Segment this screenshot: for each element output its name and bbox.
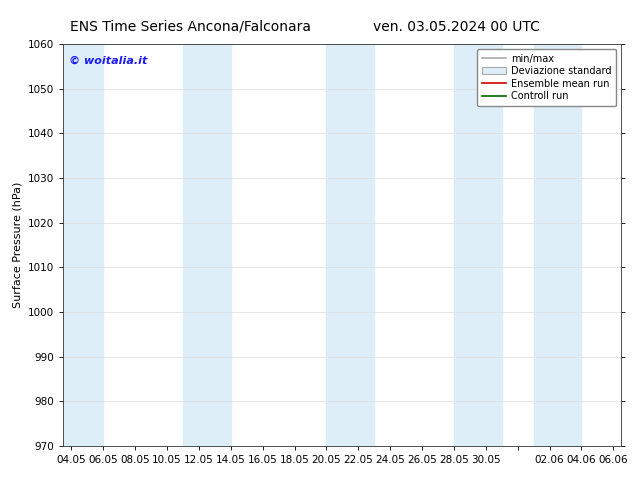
- Text: ven. 03.05.2024 00 UTC: ven. 03.05.2024 00 UTC: [373, 20, 540, 34]
- Bar: [183, 44, 231, 446]
- Legend: min/max, Deviazione standard, Ensemble mean run, Controll run: min/max, Deviazione standard, Ensemble m…: [477, 49, 616, 106]
- Text: ENS Time Series Ancona/Falconara: ENS Time Series Ancona/Falconara: [70, 20, 311, 34]
- Bar: [55, 44, 103, 446]
- Bar: [327, 44, 374, 446]
- Bar: [534, 44, 581, 446]
- Bar: [454, 44, 501, 446]
- Y-axis label: Surface Pressure (hPa): Surface Pressure (hPa): [13, 182, 23, 308]
- Text: © woitalia.it: © woitalia.it: [69, 56, 147, 66]
